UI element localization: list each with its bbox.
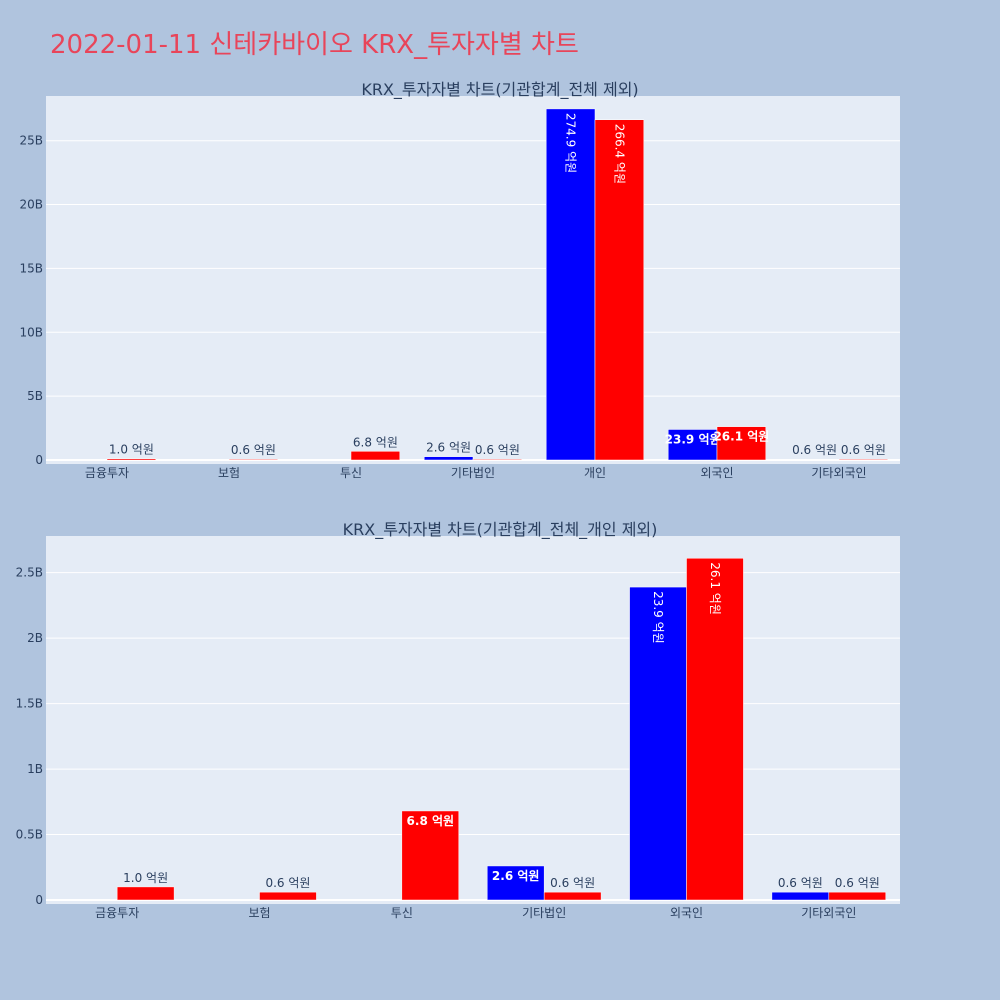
data-label: 6.8 억원 xyxy=(407,814,455,828)
data-label: 0.6 억원 xyxy=(475,443,520,457)
x-tick-label: 보험 xyxy=(218,466,240,480)
bar-series-b xyxy=(594,119,645,461)
x-tick-label: 기타외국인 xyxy=(801,906,856,920)
y-tick-label: 0 xyxy=(35,893,43,907)
bar-series-b xyxy=(116,886,175,901)
x-tick-label: 외국인 xyxy=(670,906,703,920)
x-tick-label: 기타법인 xyxy=(451,466,495,480)
y-tick-label: 1B xyxy=(27,762,43,776)
data-label: 2.6 억원 xyxy=(426,441,471,455)
bar-series-b xyxy=(828,891,887,901)
data-label: 274.9 억원 xyxy=(564,113,578,173)
y-tick-label: 25B xyxy=(19,134,43,148)
data-label: 0.6 억원 xyxy=(835,876,880,890)
bar-series-b xyxy=(838,458,889,461)
x-tick-label: 보험 xyxy=(248,906,270,920)
bar-series-b xyxy=(259,891,317,901)
x-tick-label: 금융투자 xyxy=(95,906,139,920)
bar-series-b xyxy=(716,426,767,461)
y-tick-label: 0 xyxy=(35,453,43,467)
data-label: 0.6 억원 xyxy=(265,876,310,890)
bar-series-b xyxy=(472,458,523,461)
bar-series-a xyxy=(667,429,718,461)
x-tick-label: 투신 xyxy=(391,906,413,920)
bar-series-a xyxy=(771,891,830,901)
data-label: 1.0 억원 xyxy=(123,871,168,885)
y-tick-label: 15B xyxy=(19,261,43,275)
bar-series-b xyxy=(686,558,744,901)
bar-series-b xyxy=(401,810,460,901)
chart-investor-all: 0 5B 10B 15B 20B 25B KRX_투자자별 차트(기관합계_전체 제외) 금융… xyxy=(19,80,900,480)
plot-area xyxy=(46,96,900,464)
x-tick-label: 투신 xyxy=(340,466,362,480)
bar-series-a xyxy=(423,456,474,461)
bar-series-a xyxy=(629,586,687,901)
y-tick-label: 1.5B xyxy=(16,697,43,711)
data-label: 23.9 억원 xyxy=(665,432,721,446)
bar-series-b xyxy=(543,891,602,901)
data-label: 26.1 억원 xyxy=(708,562,722,615)
y-tick-label: 0.5B xyxy=(16,828,43,842)
y-tick-label: 10B xyxy=(19,325,43,339)
data-label: 26.1 억원 xyxy=(713,430,769,444)
x-tick-label: 외국인 xyxy=(700,466,733,480)
data-label: 0.6 억원 xyxy=(778,876,823,890)
chart-title: KRX_투자자별 차트(기관합계_전체_개인 제외) xyxy=(343,520,658,540)
bar-series-b xyxy=(350,451,401,461)
data-label: 266.4 억원 xyxy=(612,124,626,184)
bar-series-b xyxy=(106,458,157,461)
data-label: 0.6 억원 xyxy=(792,443,837,457)
x-tick-label: 개인 xyxy=(584,466,606,480)
plot-area xyxy=(46,536,900,904)
chart-investor-excl-individual: 0 0.5B 1B 1.5B 2B 2.5B KRX_투자자별 차트(기관합계_전체_개인 … xyxy=(16,520,900,920)
y-tick-label: 20B xyxy=(19,198,43,212)
y-tick-label: 2B xyxy=(27,631,43,645)
page-title: 2022-01-11 신테카바이오 KRX_투자자별 차트 xyxy=(50,30,579,60)
data-label: 23.9 억원 xyxy=(651,591,665,644)
bar-series-b xyxy=(228,458,279,461)
y-tick-label: 5B xyxy=(27,389,43,403)
data-label: 0.6 억원 xyxy=(550,876,595,890)
data-label: 2.6 억원 xyxy=(492,869,540,883)
data-label: 6.8 억원 xyxy=(353,435,398,449)
x-tick-label: 금융투자 xyxy=(85,466,129,480)
y-tick-label: 2.5B xyxy=(16,566,43,580)
data-label: 1.0 억원 xyxy=(109,443,154,457)
x-tick-label: 기타외국인 xyxy=(811,466,866,480)
x-tick-label: 기타법인 xyxy=(522,906,566,920)
data-label: 0.6 억원 xyxy=(841,443,886,457)
bar-series-a xyxy=(486,865,545,901)
chart-title: KRX_투자자별 차트(기관합계_전체 제외) xyxy=(361,80,638,100)
data-label: 0.6 억원 xyxy=(231,443,276,457)
